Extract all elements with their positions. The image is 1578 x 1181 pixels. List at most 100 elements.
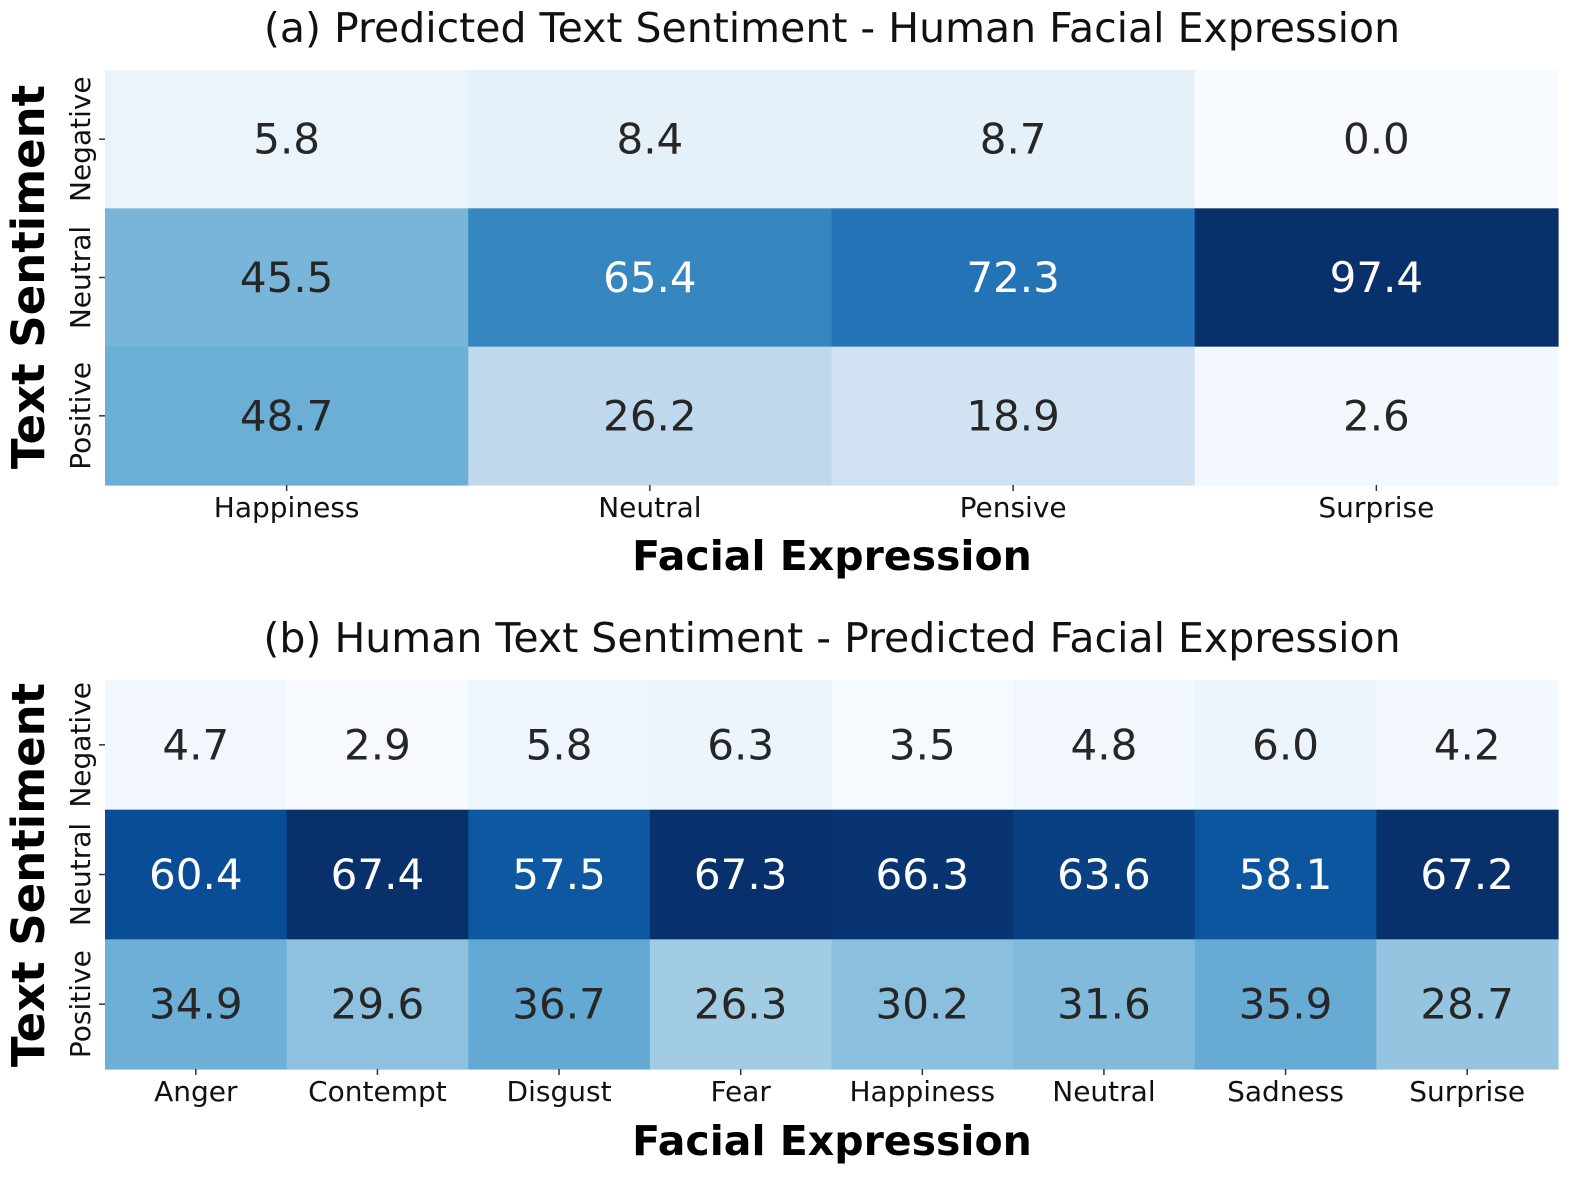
cell-value-label: 65.4 — [603, 253, 697, 302]
cell-value-label: 18.9 — [966, 391, 1060, 440]
heatmap-cell — [286, 809, 469, 940]
cell-value-label: 8.4 — [616, 115, 683, 164]
y-tick-label: Negative — [64, 76, 97, 202]
cell-value-label: 34.9 — [149, 980, 243, 1029]
cell-value-label: 31.6 — [1057, 980, 1151, 1029]
cell-value-label: 29.6 — [331, 980, 425, 1029]
heatmap-cell — [468, 939, 651, 1070]
heatmap-cell — [1194, 809, 1377, 940]
heatmap-cell — [1194, 939, 1377, 1070]
cell-value-label: 2.9 — [344, 720, 411, 769]
x-axis-label: Facial Expression — [632, 532, 1032, 580]
cell-value-label: 3.5 — [889, 720, 956, 769]
heatmap-cell — [1013, 680, 1196, 811]
cell-value-label: 6.3 — [707, 720, 774, 769]
cell-value-label: 4.7 — [162, 720, 229, 769]
heatmap-cell — [468, 680, 651, 811]
heatmap-panel-b: (b) Human Text Sentiment - Predicted Fac… — [2, 614, 1559, 1165]
heatmap-cells: 5.8 8.4 8.7 0.0 45.5 65.4 72.3 97.4 48.7 26.2 18.9… — [105, 70, 1559, 486]
heatmap-cell — [1013, 809, 1196, 940]
heatmap-cell — [105, 680, 288, 811]
heatmap-cell — [1013, 939, 1196, 1070]
y-tick-label: Negative — [64, 682, 97, 808]
y-axis-label: Text Sentiment — [2, 683, 55, 1067]
cell-value-label: 4.8 — [1071, 720, 1138, 769]
x-tick-label: Surprise — [1318, 491, 1434, 524]
y-tick-label: Neutral — [64, 226, 97, 329]
y-axis-label: Text Sentiment — [2, 85, 55, 469]
cell-value-label: 4.2 — [1434, 720, 1501, 769]
x-tick-labels: Happiness Neutral Pensive Surprise — [214, 485, 1434, 524]
heatmap-cell — [831, 208, 1196, 348]
heatmap-cell — [468, 346, 833, 486]
cell-value-label: 58.1 — [1239, 850, 1333, 899]
x-tick-labels: Anger Contempt Disgust Fear Happiness Neutral… — [154, 1069, 1525, 1108]
heatmap-cell — [1194, 208, 1559, 348]
heatmap-cell — [1376, 809, 1559, 940]
cell-value-label: 35.9 — [1239, 980, 1333, 1029]
heatmap-cell — [105, 70, 469, 209]
heatmap-cell — [1194, 680, 1377, 811]
y-tick-label: Neutral — [64, 823, 97, 926]
heatmap-cell — [286, 939, 469, 1070]
heatmap-cell — [649, 809, 833, 940]
cell-value-label: 57.5 — [512, 850, 606, 899]
heatmap-cell — [1194, 346, 1559, 486]
heatmap-cell — [649, 939, 833, 1070]
heatmap-cell — [105, 346, 469, 486]
cell-value-label: 67.3 — [694, 850, 788, 899]
heatmap-cell — [831, 346, 1196, 486]
heatmap-cell — [1376, 939, 1559, 1070]
heatmap-cell — [468, 809, 651, 940]
heatmap-cell — [1194, 70, 1559, 209]
cell-value-label: 67.2 — [1420, 850, 1514, 899]
cell-value-label: 5.8 — [253, 115, 320, 164]
heatmap-cell — [105, 939, 288, 1070]
cell-value-label: 97.4 — [1330, 253, 1424, 302]
x-tick-label: Neutral — [1052, 1075, 1155, 1108]
heatmap-cell — [468, 208, 833, 348]
heatmap-cell — [831, 70, 1196, 209]
x-tick-label: Fear — [710, 1075, 771, 1108]
heatmap-cells: 4.7 2.9 5.8 6.3 3.5 4.8 6.0 4.2 60.4 67.4 57.5 67.3… — [105, 680, 1559, 1070]
cell-value-label: 6.0 — [1252, 720, 1319, 769]
cell-value-label: 36.7 — [512, 980, 606, 1029]
cell-value-label: 26.2 — [603, 391, 697, 440]
cell-value-label: 63.6 — [1057, 850, 1151, 899]
cell-value-label: 2.6 — [1343, 391, 1410, 440]
cell-value-label: 0.0 — [1343, 115, 1410, 164]
y-tick-labels: Negative Neutral Positive — [64, 76, 105, 470]
cell-value-label: 8.7 — [980, 115, 1047, 164]
x-axis-label: Facial Expression — [632, 1117, 1032, 1165]
y-tick-labels: Negative Neutral Positive — [64, 682, 105, 1058]
heatmap-cell — [649, 680, 833, 811]
cell-value-label: 28.7 — [1420, 980, 1514, 1029]
x-tick-label: Sadness — [1227, 1075, 1344, 1108]
heatmap-cell — [105, 809, 288, 940]
heatmap-cell — [831, 680, 1014, 811]
chart-title: (a) Predicted Text Sentiment - Human Fac… — [264, 4, 1400, 52]
heatmap-cell — [105, 208, 469, 348]
heatmap-cell — [468, 70, 833, 209]
cell-value-label: 60.4 — [149, 850, 243, 899]
cell-value-label: 5.8 — [526, 720, 593, 769]
x-tick-label: Anger — [154, 1075, 238, 1108]
cell-value-label: 66.3 — [876, 850, 970, 899]
cell-value-label: 30.2 — [876, 980, 970, 1029]
cell-value-label: 48.7 — [240, 391, 334, 440]
cell-value-label: 45.5 — [240, 253, 334, 302]
cell-value-label: 72.3 — [966, 253, 1060, 302]
heatmap-cell — [831, 939, 1014, 1070]
x-tick-label: Happiness — [214, 491, 360, 524]
heatmap-cell — [1376, 680, 1559, 811]
x-tick-label: Disgust — [507, 1075, 612, 1108]
heatmap-cell — [831, 809, 1014, 940]
cell-value-label: 26.3 — [694, 980, 788, 1029]
x-tick-label: Surprise — [1409, 1075, 1525, 1108]
x-tick-label: Contempt — [308, 1075, 447, 1108]
heatmap-panel-a: (a) Predicted Text Sentiment - Human Fac… — [2, 4, 1559, 580]
x-tick-label: Neutral — [598, 491, 701, 524]
heatmap-cell — [286, 680, 469, 811]
x-tick-label: Pensive — [960, 491, 1067, 524]
